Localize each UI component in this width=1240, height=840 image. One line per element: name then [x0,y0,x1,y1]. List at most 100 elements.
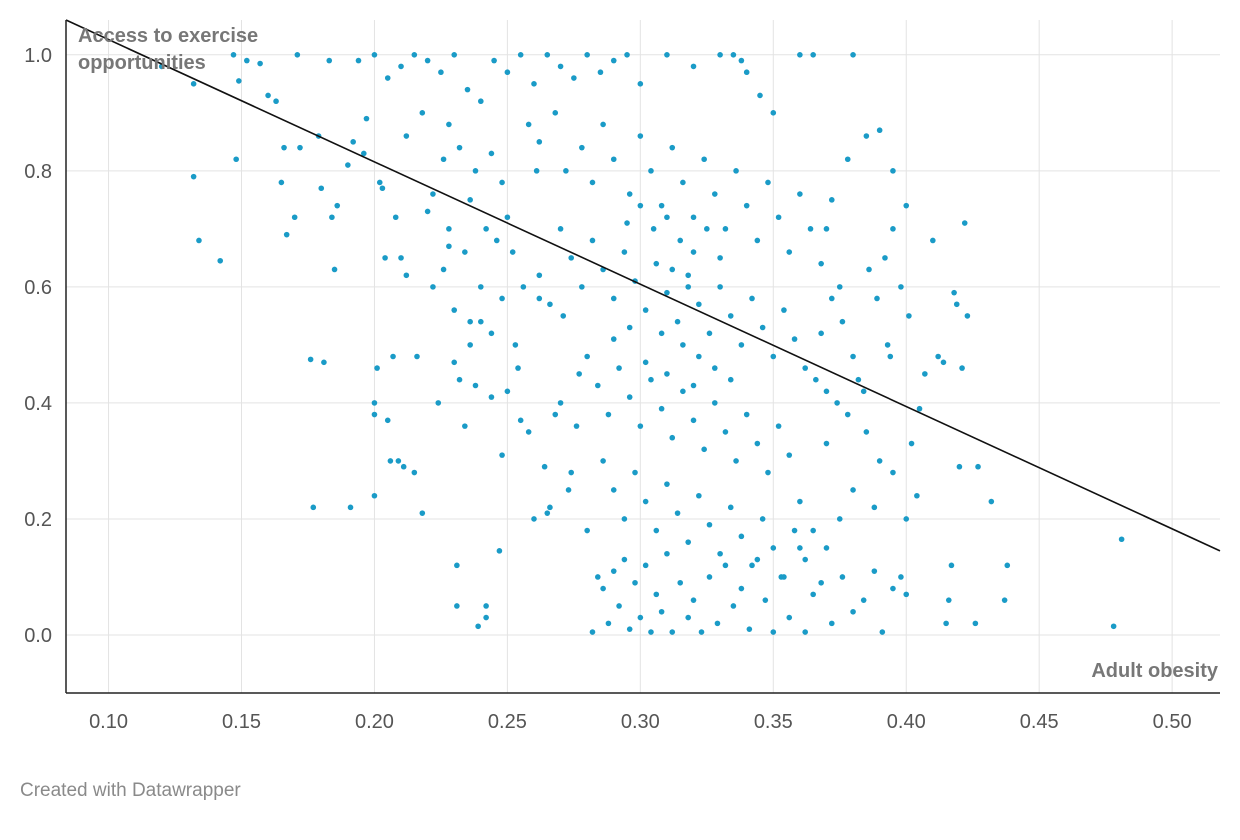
data-point [600,121,606,128]
data-point [890,469,896,476]
y-tick-label: 0.6 [24,277,52,299]
data-point [704,226,710,232]
data-point [1001,597,1008,603]
data-point [680,388,686,395]
data-point [696,353,702,360]
x-tick-label: 0.35 [754,711,793,733]
data-point [802,629,808,635]
footer-credit: Created with Datawrapper [20,780,241,801]
data-point [860,597,867,603]
data-point [424,57,431,64]
data-point [499,295,505,302]
data-point [478,318,484,325]
data-point [512,342,519,348]
data-point [730,52,737,58]
data-point [321,359,327,366]
data-point [347,504,354,511]
data-point [964,313,971,319]
data-point [850,608,856,615]
data-point [283,231,290,238]
data-point [669,266,676,273]
data-point [637,81,644,87]
data-point [531,516,537,522]
data-point [903,202,910,209]
data-point [392,214,399,221]
data-point [650,226,657,232]
gridlines [66,20,1220,693]
data-point [882,255,888,261]
data-point [483,603,489,609]
data-point [669,144,676,151]
data-point [616,603,622,609]
y-axis-title-line2: opportunities [78,52,206,74]
data-point [775,423,782,429]
data-point [403,272,410,279]
data-point [536,139,543,145]
data-point [307,356,314,363]
x-tick-label: 0.50 [1153,711,1192,733]
data-point [642,562,649,569]
data-point [871,568,878,574]
data-point [610,156,617,163]
data-point [610,487,617,493]
data-point [770,545,777,551]
data-point [594,382,601,389]
data-point [930,237,936,244]
data-point [722,226,729,232]
data-point [517,52,524,58]
data-point [616,365,622,371]
data-point [435,400,442,406]
data-point [589,179,596,186]
data-point [600,458,606,464]
data-point [579,284,585,290]
data-point [1004,562,1011,569]
data-point [345,162,351,168]
y-tick-label: 0.8 [24,161,52,183]
data-point [488,330,495,337]
data-point [446,243,452,250]
data-point [906,313,912,319]
data-points [158,52,1125,635]
data-point [552,411,559,418]
data-point [674,318,681,325]
data-point [637,202,644,209]
data-point [765,179,771,186]
y-tick-label: 0.0 [24,625,52,647]
data-point [520,284,527,290]
data-point [685,539,692,545]
data-point [844,411,851,418]
data-point [850,52,856,58]
data-point [669,434,676,441]
data-point [727,313,734,319]
data-point [876,458,883,464]
data-point [371,400,378,406]
data-point [430,284,436,290]
data-point [642,359,649,366]
data-point [621,249,628,255]
data-point [483,614,489,621]
data-point [727,504,734,511]
data-point [850,353,856,360]
data-point [552,110,559,116]
data-point [600,585,606,592]
data-point [743,411,750,418]
data-point [525,121,532,128]
data-point [743,69,750,76]
data-point [813,376,819,383]
data-point [597,69,604,76]
data-point [733,168,739,174]
data-point [196,237,202,244]
data-point [531,81,537,87]
data-point [664,550,670,557]
data-point [674,510,681,516]
data-point [759,516,766,522]
data-point [658,202,665,209]
data-point [257,60,263,67]
data-point [451,359,458,366]
data-point [828,620,835,627]
data-point [823,440,830,447]
data-point [376,179,383,186]
data-point [961,220,968,226]
data-point [791,336,798,342]
data-point [834,400,840,406]
